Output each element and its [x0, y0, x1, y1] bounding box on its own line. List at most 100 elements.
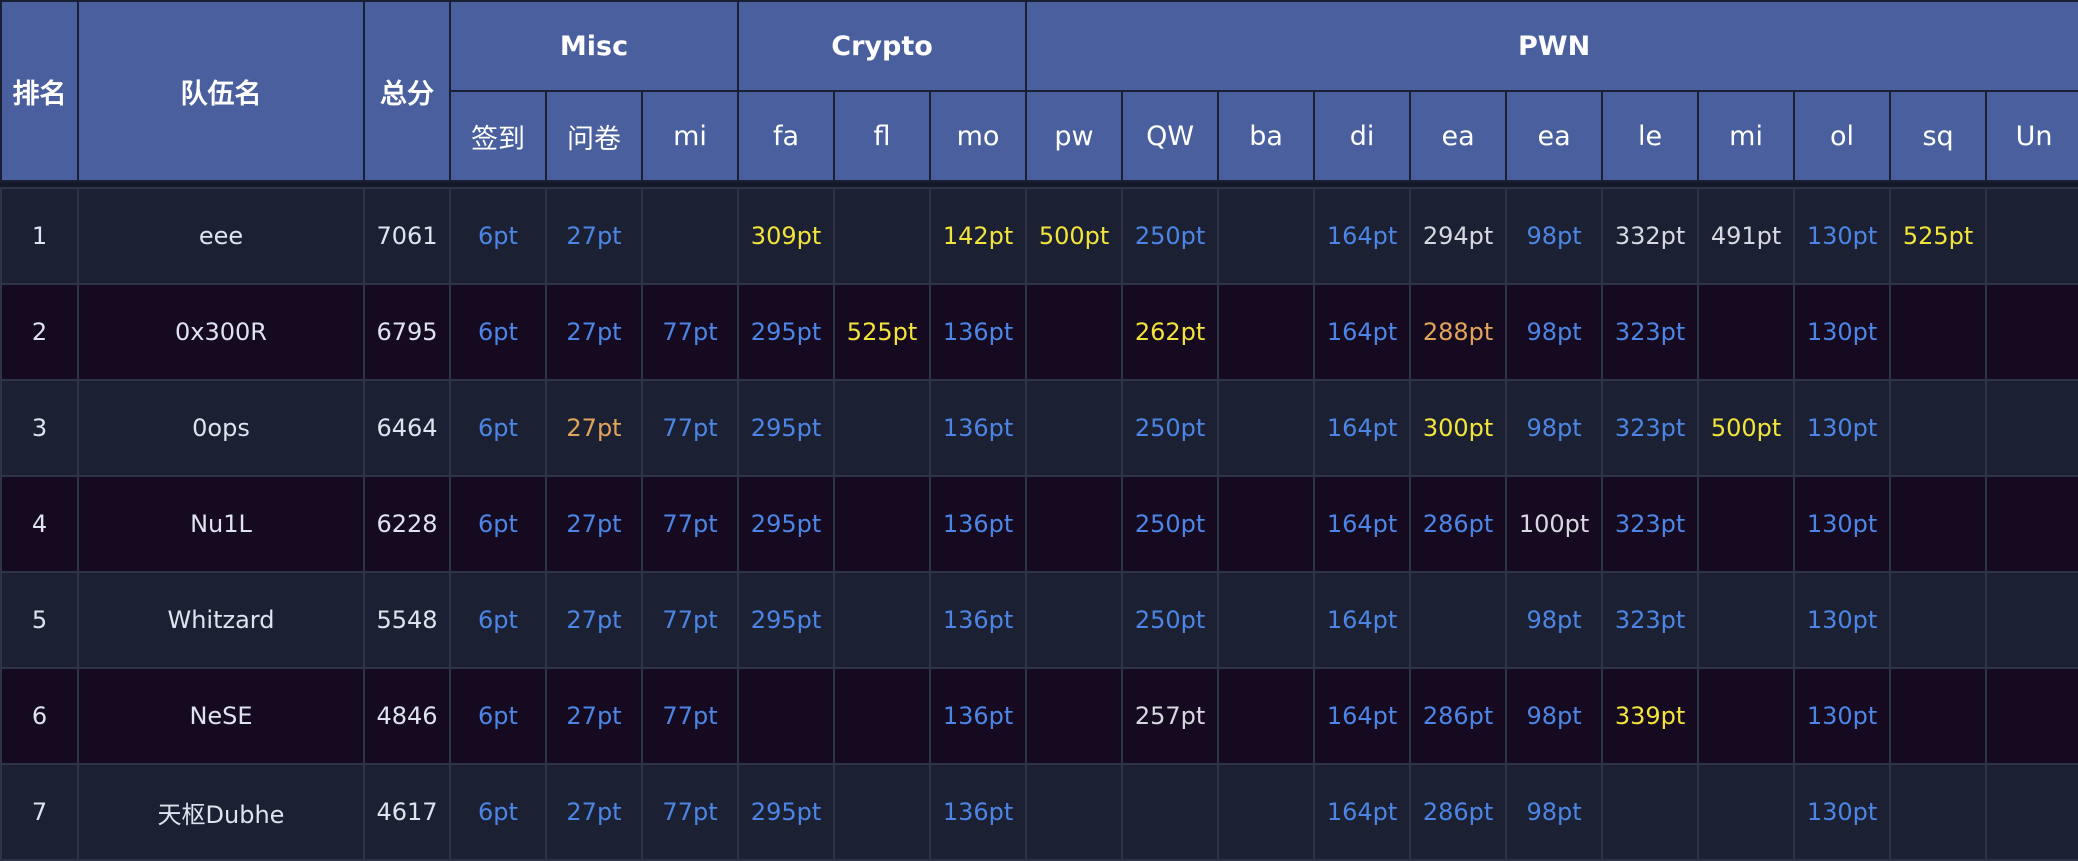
table-row[interactable]: 7 天枢Dubhe 4617 6pt 27pt 77pt 295pt 136pt 164pt 28…: [0, 763, 2078, 861]
team-name-cell[interactable]: 0ops: [77, 379, 365, 477]
score-cell: 500pt: [1697, 379, 1796, 477]
challenge-header[interactable]: pw: [1025, 90, 1124, 182]
score-cell: [1697, 667, 1796, 765]
score-cell: [1697, 283, 1796, 381]
table-row[interactable]: 3 0ops 6464 6pt 27pt 77pt 295pt 136pt 250pt 164pt…: [0, 379, 2078, 477]
total-score-cell: 6464: [363, 379, 451, 477]
score-cell: 6pt: [449, 667, 547, 765]
score-cell: 164pt: [1313, 187, 1412, 285]
score-cell: 98pt: [1505, 571, 1604, 669]
score-cell: [1217, 283, 1316, 381]
challenge-header[interactable]: fa: [737, 90, 836, 182]
score-cell: 164pt: [1313, 475, 1412, 573]
score-cell: 98pt: [1505, 283, 1604, 381]
challenge-header[interactable]: mo: [929, 90, 1028, 182]
team-name-cell[interactable]: NeSE: [77, 667, 365, 765]
score-cell: 262pt: [1121, 283, 1220, 381]
score-cell: 98pt: [1505, 379, 1604, 477]
score-cell: 27pt: [545, 667, 643, 765]
score-cell: 130pt: [1793, 763, 1892, 861]
rank-cell: 4: [0, 475, 79, 573]
team-name-header[interactable]: 队伍名: [77, 0, 365, 182]
challenge-header[interactable]: 签到: [449, 90, 547, 182]
score-cell: [1985, 283, 2078, 381]
score-cell: 295pt: [737, 379, 836, 477]
score-cell: [1025, 475, 1124, 573]
score-cell: 77pt: [640, 475, 740, 573]
table-header: 排名 队伍名 总分 Misc Crypto PWN 签到 问卷 mi fa fl mo pw…: [0, 0, 2078, 182]
score-cell: [1217, 667, 1316, 765]
score-cell: [1217, 571, 1316, 669]
table-row[interactable]: 2 0x300R 6795 6pt 27pt 77pt 295pt 525pt 136pt 262…: [0, 283, 2078, 381]
table-row[interactable]: 6 NeSE 4846 6pt 27pt 77pt 136pt 257pt 164pt 286pt…: [0, 667, 2078, 765]
score-cell: 309pt: [737, 187, 836, 285]
score-cell: [833, 763, 932, 861]
rank-cell: 7: [0, 763, 79, 861]
score-cell: 27pt: [545, 187, 643, 285]
challenge-header[interactable]: Un: [1985, 90, 2078, 182]
team-name-cell[interactable]: 天枢Dubhe: [77, 763, 365, 861]
score-cell: 286pt: [1409, 763, 1508, 861]
score-cell: 295pt: [737, 283, 836, 381]
score-cell: 323pt: [1601, 571, 1700, 669]
challenge-header[interactable]: sq: [1889, 90, 1988, 182]
score-cell: [1889, 571, 1988, 669]
score-cell: 77pt: [640, 379, 740, 477]
rank-cell: 1: [0, 187, 79, 285]
score-cell: [1889, 379, 1988, 477]
score-cell: 250pt: [1121, 187, 1220, 285]
total-score-header[interactable]: 总分: [363, 0, 451, 182]
score-cell: [1409, 571, 1508, 669]
total-score-cell: 7061: [363, 187, 451, 285]
category-header-misc[interactable]: Misc: [448, 0, 740, 92]
rank-cell: 3: [0, 379, 79, 477]
score-cell: 6pt: [449, 187, 547, 285]
challenge-header[interactable]: QW: [1121, 90, 1220, 182]
rank-cell: 6: [0, 667, 79, 765]
table-row[interactable]: 1 eee 7061 6pt 27pt 309pt 142pt 500pt 250pt 164pt…: [0, 187, 2078, 285]
score-cell: 27pt: [545, 763, 643, 861]
category-header-crypto[interactable]: Crypto: [737, 0, 1028, 92]
score-cell: 6pt: [449, 379, 547, 477]
score-cell: 164pt: [1313, 379, 1412, 477]
challenge-header[interactable]: ea: [1505, 90, 1604, 182]
team-name-cell[interactable]: 0x300R: [77, 283, 365, 381]
challenge-header[interactable]: di: [1313, 90, 1412, 182]
challenge-header[interactable]: mi: [640, 90, 740, 182]
score-cell: 164pt: [1313, 763, 1412, 861]
score-cell: 286pt: [1409, 667, 1508, 765]
rank-cell: 2: [0, 283, 79, 381]
score-cell: [1697, 475, 1796, 573]
team-name-cell[interactable]: Nu1L: [77, 475, 365, 573]
challenge-header[interactable]: fl: [833, 90, 932, 182]
challenge-header[interactable]: ea: [1409, 90, 1508, 182]
score-cell: 525pt: [833, 283, 932, 381]
challenge-header[interactable]: ol: [1793, 90, 1892, 182]
score-cell: 77pt: [640, 763, 740, 861]
team-name-cell[interactable]: eee: [77, 187, 365, 285]
challenge-header[interactable]: le: [1601, 90, 1700, 182]
score-cell: [1025, 667, 1124, 765]
score-cell: 136pt: [929, 379, 1028, 477]
score-cell: [1217, 763, 1316, 861]
score-cell: 6pt: [449, 283, 547, 381]
challenge-header[interactable]: 问卷: [545, 90, 643, 182]
challenge-header-row: 签到 问卷 mi fa fl mo pw QW ba di ea ea le mi ol sq Un: [1, 90, 2078, 182]
score-cell: 130pt: [1793, 379, 1892, 477]
table-row[interactable]: 5 Whitzard 5548 6pt 27pt 77pt 295pt 136pt 250pt 1…: [0, 571, 2078, 669]
score-cell: 130pt: [1793, 475, 1892, 573]
score-cell: [1889, 283, 1988, 381]
score-cell: 27pt: [545, 379, 643, 477]
category-header-pwn[interactable]: PWN: [1025, 0, 2078, 92]
score-cell: [833, 475, 932, 573]
rank-header[interactable]: 排名: [0, 0, 79, 182]
total-score-cell: 4846: [363, 667, 451, 765]
score-cell: 250pt: [1121, 475, 1220, 573]
score-cell: 250pt: [1121, 379, 1220, 477]
team-name-cell[interactable]: Whitzard: [77, 571, 365, 669]
table-row[interactable]: 4 Nu1L 6228 6pt 27pt 77pt 295pt 136pt 250pt 164pt…: [0, 475, 2078, 573]
challenge-header[interactable]: mi: [1697, 90, 1796, 182]
challenge-header[interactable]: ba: [1217, 90, 1316, 182]
score-cell: 136pt: [929, 763, 1028, 861]
